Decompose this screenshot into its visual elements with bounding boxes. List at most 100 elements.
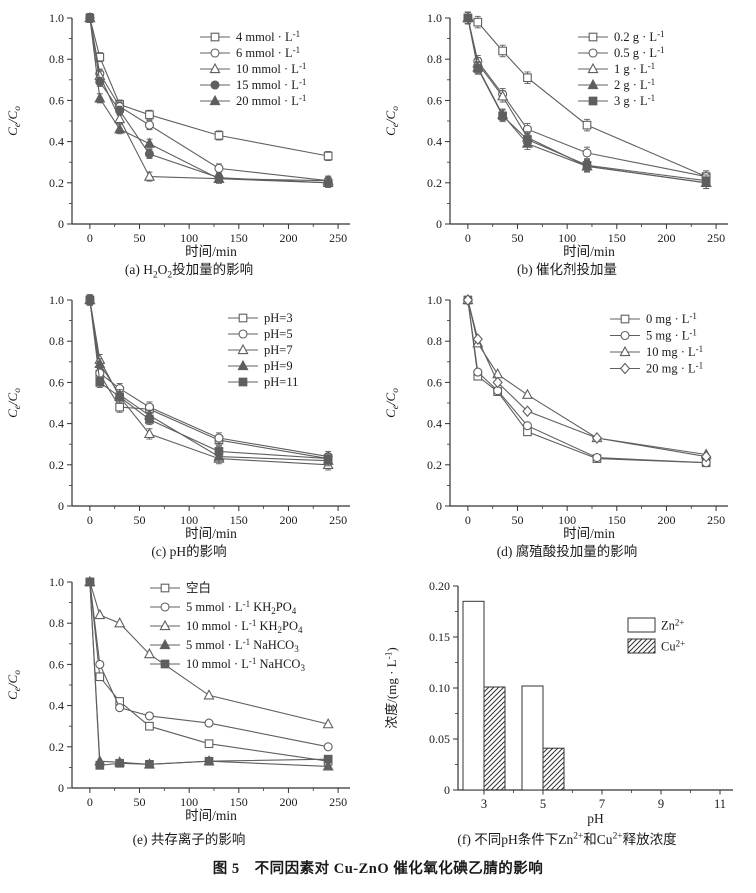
- data-marker-square-filled: [115, 392, 125, 402]
- data-marker-square-open: [95, 672, 105, 682]
- subplot-f-caption: (f) 不同pH条件下Zn2+和Cu2+释放浓度: [457, 831, 677, 847]
- y-tick-label: 0.8: [49, 52, 64, 66]
- data-marker-circle-open: [210, 48, 220, 58]
- data-marker-square-open: [145, 110, 154, 120]
- data-marker-triangle-open: [143, 647, 155, 659]
- series-4: [84, 11, 334, 186]
- x-axis-label: 时间/min: [185, 526, 237, 541]
- axes: 0 0.2 0.4 0.6 0.8 1.0 0 50 100 150 200 250 时间/min Ce/…: [5, 293, 350, 541]
- subplot-e: 0 0.2 0.4 0.6 0.8 1.0 0 50 100 150 200 250 时间/min Ce/…: [0, 566, 378, 854]
- x-tick-label: 250: [329, 231, 347, 245]
- x-tick-label: 150: [230, 513, 248, 527]
- x-tick-label: 100: [558, 513, 576, 527]
- legend-label: 0.5 g · L-1: [614, 45, 665, 60]
- legend-label: pH=11: [264, 375, 298, 389]
- x-axis-label: 时间/min: [563, 244, 615, 259]
- data-marker-square-filled: [588, 96, 598, 106]
- data-marker-square-filled: [85, 577, 95, 587]
- subplot-c: 0 0.2 0.4 0.6 0.8 1.0 0 50 100 150 200 250 时间/min Ce/…: [0, 284, 378, 566]
- x-tick-label: 250: [707, 231, 725, 245]
- y-tick-label: 1.0: [49, 575, 64, 589]
- y-tick-label: 0.6: [49, 657, 64, 671]
- data-marker-triangle-open: [209, 62, 221, 74]
- data-marker-square-filled: [498, 111, 507, 121]
- data-marker-square-filled: [323, 754, 333, 764]
- data-marker-triangle-open: [203, 689, 215, 700]
- bar-series-1: [483, 686, 565, 791]
- data-marker-triangle-filled: [237, 359, 249, 371]
- data-marker-triangle-open: [619, 345, 631, 357]
- data-marker-triangle-open: [322, 717, 334, 729]
- x-tick-label: 200: [657, 231, 675, 245]
- y-axis-label: Ce/Co: [5, 388, 23, 418]
- bar-series-0: [462, 600, 544, 791]
- x-tick-label: 3: [481, 797, 487, 811]
- data-marker-circle-open: [238, 329, 248, 339]
- x-tick-label: 0: [87, 231, 93, 245]
- data-marker-circle-open: [144, 711, 154, 721]
- data-marker-triangle-filled: [143, 137, 155, 148]
- data-marker-triangle-filled: [587, 78, 599, 90]
- y-tick-label: 0.6: [49, 375, 64, 389]
- data-marker-square-open: [238, 313, 248, 323]
- x-axis-label: 时间/min: [185, 808, 237, 823]
- legend-label: 10 mmol · L-1 KH2PO4: [186, 618, 303, 635]
- data-marker-circle-open: [582, 148, 592, 158]
- y-tick-label: 0.6: [427, 375, 442, 389]
- subplot-a-caption: (a) H2O2投加量的影响: [124, 262, 254, 281]
- data-marker-triangle-open: [114, 617, 126, 628]
- legend-label: 4 mmol · L-1: [236, 29, 300, 44]
- y-tick-label: 0.05: [429, 732, 450, 746]
- data-marker-circle-open: [323, 742, 333, 752]
- data-marker-diamond-open: [619, 362, 631, 375]
- data-marker-square-filled: [238, 377, 248, 387]
- data-marker-triangle-filled: [84, 11, 96, 23]
- data-marker-circle-open: [95, 659, 105, 669]
- data-marker-circle-open: [620, 330, 630, 341]
- x-tick-label: 100: [558, 231, 576, 245]
- legend-label: 15 mmol · L-1: [236, 77, 306, 92]
- subplot-b-caption: (b) 催化剂投加量: [516, 262, 618, 277]
- data-marker-triangle-filled: [209, 94, 221, 106]
- data-marker-square-filled: [145, 759, 154, 769]
- data-marker-square-filled: [523, 135, 532, 144]
- x-tick-label: 250: [329, 795, 347, 809]
- x-tick-label: 200: [657, 513, 675, 527]
- y-axis-label: 浓度/(mg · L-1): [384, 647, 399, 728]
- data-marker-circle-open: [214, 163, 224, 173]
- data-marker-diamond-open: [492, 376, 503, 389]
- data-marker-triangle-filled: [322, 174, 334, 185]
- x-tick-label: 50: [512, 231, 524, 245]
- subplot-e-chart: 0 0.2 0.4 0.6 0.8 1.0 0 50 100 150 200 250 时间/min Ce/…: [5, 575, 350, 823]
- series-line: [89, 299, 329, 460]
- data-marker-square-filled: [204, 756, 214, 766]
- legend-label: 5 mmol · L-1 NaHCO3: [186, 637, 299, 654]
- data-marker-circle-open: [592, 453, 602, 463]
- x-tick-label: 5: [540, 797, 546, 811]
- data-marker-triangle-open: [159, 619, 171, 631]
- y-tick-label: 0.6: [49, 93, 64, 107]
- y-tick-label: 1.0: [49, 11, 64, 25]
- y-tick-label: 1.0: [427, 293, 442, 307]
- data-marker-square-open: [323, 151, 333, 161]
- x-tick-label: 150: [230, 795, 248, 809]
- x-tick-label: 9: [658, 797, 664, 811]
- data-marker-circle-open: [522, 421, 532, 431]
- x-tick-label: 0: [87, 513, 93, 527]
- series-4: [85, 294, 333, 465]
- series-line: [89, 17, 329, 157]
- x-tick-label: 50: [134, 795, 146, 809]
- axes: 0 0.2 0.4 0.6 0.8 1.0 0 50 100 150 200 250 时间/min Ce/…: [5, 575, 350, 823]
- x-tick-label: 50: [512, 513, 524, 527]
- data-marker-circle-filled: [115, 106, 125, 116]
- data-marker-diamond-open: [591, 432, 603, 444]
- data-marker-circle-filled: [144, 149, 154, 159]
- series-line: [467, 299, 707, 458]
- subplot-d: 0 0.2 0.4 0.6 0.8 1.0 0 50 100 150 200 250 时间/min Ce/…: [378, 284, 756, 566]
- y-tick-label: 0.4: [49, 417, 64, 431]
- subplot-d-caption: (d) 腐殖酸投加量的影响: [496, 544, 638, 559]
- legend-label: pH=7: [264, 343, 293, 357]
- x-tick-label: 0: [87, 795, 93, 809]
- x-axis-label: pH: [587, 811, 604, 826]
- y-tick-label: 0.4: [427, 417, 442, 431]
